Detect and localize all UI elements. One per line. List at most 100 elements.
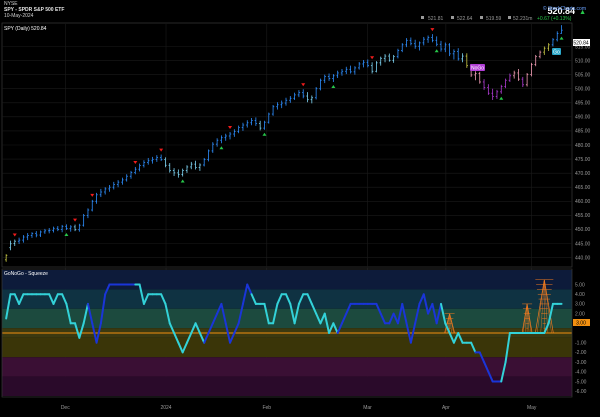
price-tick-label: 450.00 — [575, 227, 591, 233]
squeeze-rib — [445, 313, 450, 334]
osc-segment — [272, 302, 279, 325]
up-triangle-marker — [331, 84, 336, 88]
price-tick-label: 490.00 — [575, 115, 591, 121]
price-tick-label: 510.00 — [575, 58, 591, 64]
price-tick-label: 495.00 — [575, 101, 591, 107]
osc-segment — [78, 322, 85, 339]
down-triangle-marker — [370, 56, 375, 60]
osc-segment — [160, 293, 167, 305]
osc-segment — [332, 322, 339, 334]
low-value: 519.59 — [486, 16, 502, 22]
osc-segment — [293, 302, 300, 325]
go-label: Go — [553, 50, 560, 56]
squeeze-rib — [540, 279, 545, 334]
osc-segment — [289, 302, 296, 325]
down-triangle-marker — [133, 160, 138, 164]
osc-tick-label: 3.00 — [575, 302, 585, 308]
osc-segment — [543, 322, 550, 334]
squeeze-rib — [449, 313, 452, 334]
price-legend: SPY (Daily) 520.84 — [4, 26, 47, 32]
osc-segment — [392, 312, 399, 325]
osc-segment — [181, 341, 188, 354]
price-tick-label: 460.00 — [575, 199, 591, 205]
osc-segment — [427, 302, 434, 315]
osc-segment — [310, 302, 318, 315]
osc-segment — [405, 322, 412, 344]
osc-segment — [250, 293, 257, 305]
osc-segment — [104, 283, 111, 296]
osc-band — [2, 270, 572, 290]
up-triangle-marker — [262, 132, 267, 136]
osc-segment — [328, 322, 335, 334]
osc-segment — [315, 312, 322, 325]
osc-segment — [168, 322, 176, 334]
up-triangle-marker — [180, 179, 185, 183]
exchange-label: NYSE — [4, 1, 18, 7]
squeeze-rib — [522, 303, 528, 334]
osc-segment — [61, 293, 68, 305]
osc-segment — [177, 341, 184, 354]
osc-segment — [547, 302, 554, 325]
osc-tick-label: 4.00 — [575, 292, 585, 298]
low-icon — [480, 16, 483, 19]
down-triangle-marker — [301, 83, 306, 87]
price-bars — [4, 25, 563, 262]
osc-segment — [504, 332, 511, 364]
osc-segment — [65, 302, 72, 325]
osc-segment — [237, 302, 244, 325]
osc-last-tag-box — [573, 319, 590, 326]
open-icon — [421, 16, 424, 19]
osc-segment — [263, 302, 270, 325]
x-tick-label: May — [527, 405, 537, 411]
osc-segment — [422, 293, 430, 315]
up-triangle-marker — [219, 146, 224, 150]
osc-segment — [18, 293, 25, 305]
osc-segment — [138, 283, 145, 305]
osc-segment — [375, 302, 382, 315]
osc-segment — [345, 302, 352, 315]
osc-segment — [142, 293, 150, 305]
osc-tick-label: -1.00 — [575, 340, 587, 346]
osc-segment — [306, 293, 313, 305]
osc-legend: GoNoGo - Squeeze — [4, 271, 48, 277]
up-triangle-marker — [64, 232, 69, 236]
osc-segment — [99, 293, 107, 325]
osc-tick-label: 2.00 — [575, 311, 585, 317]
osc-segment — [220, 302, 227, 325]
osc-segment — [401, 302, 408, 325]
osc-segment — [319, 312, 326, 325]
osc-line — [5, 283, 563, 383]
squeeze-rib — [449, 313, 454, 334]
x-tick-label: Dec — [61, 405, 70, 411]
squeeze-rib — [524, 303, 528, 334]
osc-segment — [211, 312, 219, 325]
ohlc-readout: 521.81 522.64 519.59 52.231m +0.67 (+0.1… — [421, 16, 572, 22]
osc-segment — [431, 302, 438, 325]
down-triangle-marker — [430, 28, 435, 32]
down-triangle-marker — [228, 126, 233, 130]
osc-segment — [448, 332, 455, 344]
x-tick-label: Mar — [363, 405, 372, 411]
osc-segment — [470, 341, 477, 354]
osc-tick-label: -2.00 — [575, 350, 587, 356]
price-tick-label: 485.00 — [575, 129, 591, 135]
osc-band — [2, 376, 572, 396]
price-y-axis: 440.00 445.00 450.00 455.00 460.00 465.00 470.… — [575, 44, 591, 261]
squeeze-rib — [526, 303, 532, 334]
osc-segment — [190, 322, 197, 334]
open-value: 521.81 — [428, 16, 444, 22]
osc-segment — [13, 293, 21, 305]
price-tick-label: 480.00 — [575, 143, 591, 149]
osc-band — [2, 337, 572, 358]
squeeze-rib — [544, 279, 552, 334]
osc-segment — [457, 332, 464, 344]
osc-segment — [82, 302, 89, 325]
x-tick-label: Apr — [442, 405, 450, 411]
volume-icon — [508, 16, 511, 19]
osc-segment — [340, 312, 348, 325]
osc-segment — [86, 302, 94, 325]
osc-segment — [435, 302, 442, 325]
osc-tick-label: 5.00 — [575, 282, 585, 288]
osc-segment — [185, 332, 193, 344]
osc-bands — [2, 270, 572, 396]
